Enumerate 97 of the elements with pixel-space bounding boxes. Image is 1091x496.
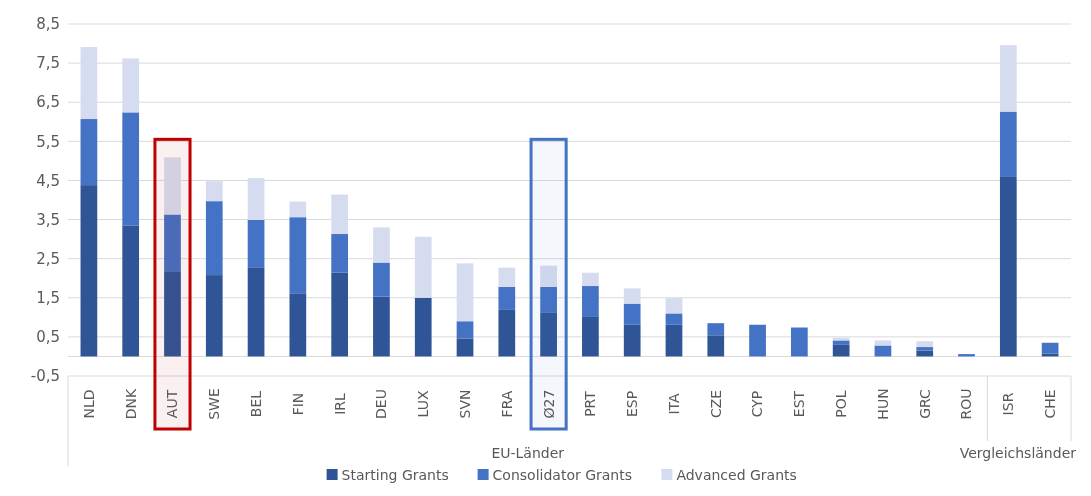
x-tick-label: CZE bbox=[707, 389, 724, 419]
x-tick-label: SVN bbox=[456, 389, 473, 419]
y-tick-label: 6,5 bbox=[36, 93, 60, 112]
legend-label: Advanced Grants bbox=[676, 466, 797, 483]
x-tick-label: NLD bbox=[80, 389, 97, 419]
x-tick-label: ESP bbox=[624, 390, 641, 418]
bar bbox=[289, 217, 307, 294]
x-tick-label: DEU bbox=[373, 389, 390, 419]
bar bbox=[122, 225, 140, 357]
bar bbox=[707, 335, 725, 357]
bar bbox=[164, 271, 181, 357]
bar bbox=[122, 58, 140, 113]
bar bbox=[582, 286, 599, 317]
bar bbox=[1041, 342, 1059, 354]
x-tick-label: BEL bbox=[247, 390, 264, 418]
x-tick-label: SWE bbox=[206, 388, 223, 420]
bar bbox=[540, 286, 557, 313]
bar bbox=[373, 296, 390, 357]
bar bbox=[205, 201, 223, 276]
bar bbox=[498, 286, 516, 310]
x-tick-label: DNK bbox=[122, 387, 139, 420]
bar bbox=[498, 309, 516, 357]
y-tick-label: 0,5 bbox=[36, 328, 60, 347]
x-tick-label: ITA bbox=[665, 392, 682, 415]
bar bbox=[707, 323, 725, 336]
bar bbox=[373, 262, 390, 297]
x-tick-label: CYP bbox=[749, 390, 766, 418]
y-tick-label: 5,5 bbox=[36, 132, 60, 151]
bar bbox=[122, 112, 140, 226]
y-tick-label: 8,5 bbox=[36, 15, 60, 34]
bar bbox=[832, 340, 850, 345]
bar bbox=[874, 345, 892, 357]
bar bbox=[623, 324, 641, 357]
bar bbox=[456, 321, 474, 339]
x-tick-label: ROU bbox=[958, 388, 975, 420]
bar bbox=[247, 178, 265, 220]
y-tick-label: 3,5 bbox=[36, 210, 60, 229]
y-tick-label: 7,5 bbox=[36, 54, 60, 73]
bar bbox=[999, 45, 1017, 112]
x-tick-label: Ø27 bbox=[540, 389, 557, 419]
bar bbox=[164, 157, 181, 215]
bar bbox=[331, 234, 348, 273]
bar bbox=[456, 338, 474, 357]
x-tick-label: LUX bbox=[415, 390, 432, 418]
bar bbox=[80, 119, 98, 186]
bar bbox=[540, 312, 557, 357]
bar bbox=[665, 298, 683, 314]
bar bbox=[247, 219, 265, 268]
bar bbox=[999, 111, 1017, 177]
bar bbox=[749, 324, 766, 357]
y-tick-label: 1,5 bbox=[36, 289, 60, 308]
legend-label: Consolidator Grants bbox=[492, 466, 633, 483]
y-tick-label: -0,5 bbox=[30, 367, 60, 386]
text: Vergleichsländer bbox=[959, 445, 1077, 461]
bar bbox=[874, 340, 892, 346]
bar bbox=[582, 316, 599, 357]
bar bbox=[623, 288, 641, 304]
bar bbox=[916, 341, 934, 348]
bar bbox=[498, 267, 516, 287]
x-tick-label: IRL bbox=[331, 392, 348, 415]
x-tick-label: HUN bbox=[874, 388, 891, 420]
legend-label: Starting Grants bbox=[341, 466, 449, 483]
bar bbox=[540, 265, 557, 287]
x-tick-label: FIN bbox=[289, 392, 306, 416]
bar bbox=[373, 227, 390, 263]
bar bbox=[916, 347, 934, 351]
x-tick-label: CHE bbox=[1042, 389, 1058, 419]
bar bbox=[832, 344, 850, 357]
x-tick-label: PRT bbox=[582, 390, 599, 417]
bar bbox=[164, 214, 181, 272]
bar bbox=[456, 263, 474, 322]
bar bbox=[414, 297, 432, 357]
bar bbox=[331, 194, 348, 235]
bar bbox=[331, 272, 348, 357]
x-tick-label: AUT bbox=[164, 389, 181, 419]
bar bbox=[205, 275, 223, 357]
y-tick-label: 2,5 bbox=[36, 249, 60, 268]
x-tick-label: GRC bbox=[916, 388, 933, 419]
x-tick-label: POL bbox=[833, 390, 850, 418]
bar bbox=[414, 236, 432, 298]
bar bbox=[665, 313, 683, 325]
bar bbox=[791, 327, 808, 357]
bar bbox=[582, 272, 599, 287]
bar bbox=[289, 293, 307, 357]
bar bbox=[999, 176, 1017, 357]
text: EU-Länder bbox=[491, 445, 565, 461]
bar bbox=[80, 47, 98, 120]
x-tick-label: EST bbox=[791, 390, 808, 418]
y-tick-label: 4,5 bbox=[36, 171, 60, 190]
x-tick-label: FRA bbox=[498, 390, 515, 418]
bar bbox=[80, 185, 98, 357]
bar bbox=[247, 267, 265, 357]
x-tick-label: ISR bbox=[1000, 392, 1017, 416]
bar bbox=[205, 181, 223, 202]
bar bbox=[665, 324, 683, 357]
bar bbox=[623, 303, 641, 325]
bar bbox=[289, 201, 307, 218]
